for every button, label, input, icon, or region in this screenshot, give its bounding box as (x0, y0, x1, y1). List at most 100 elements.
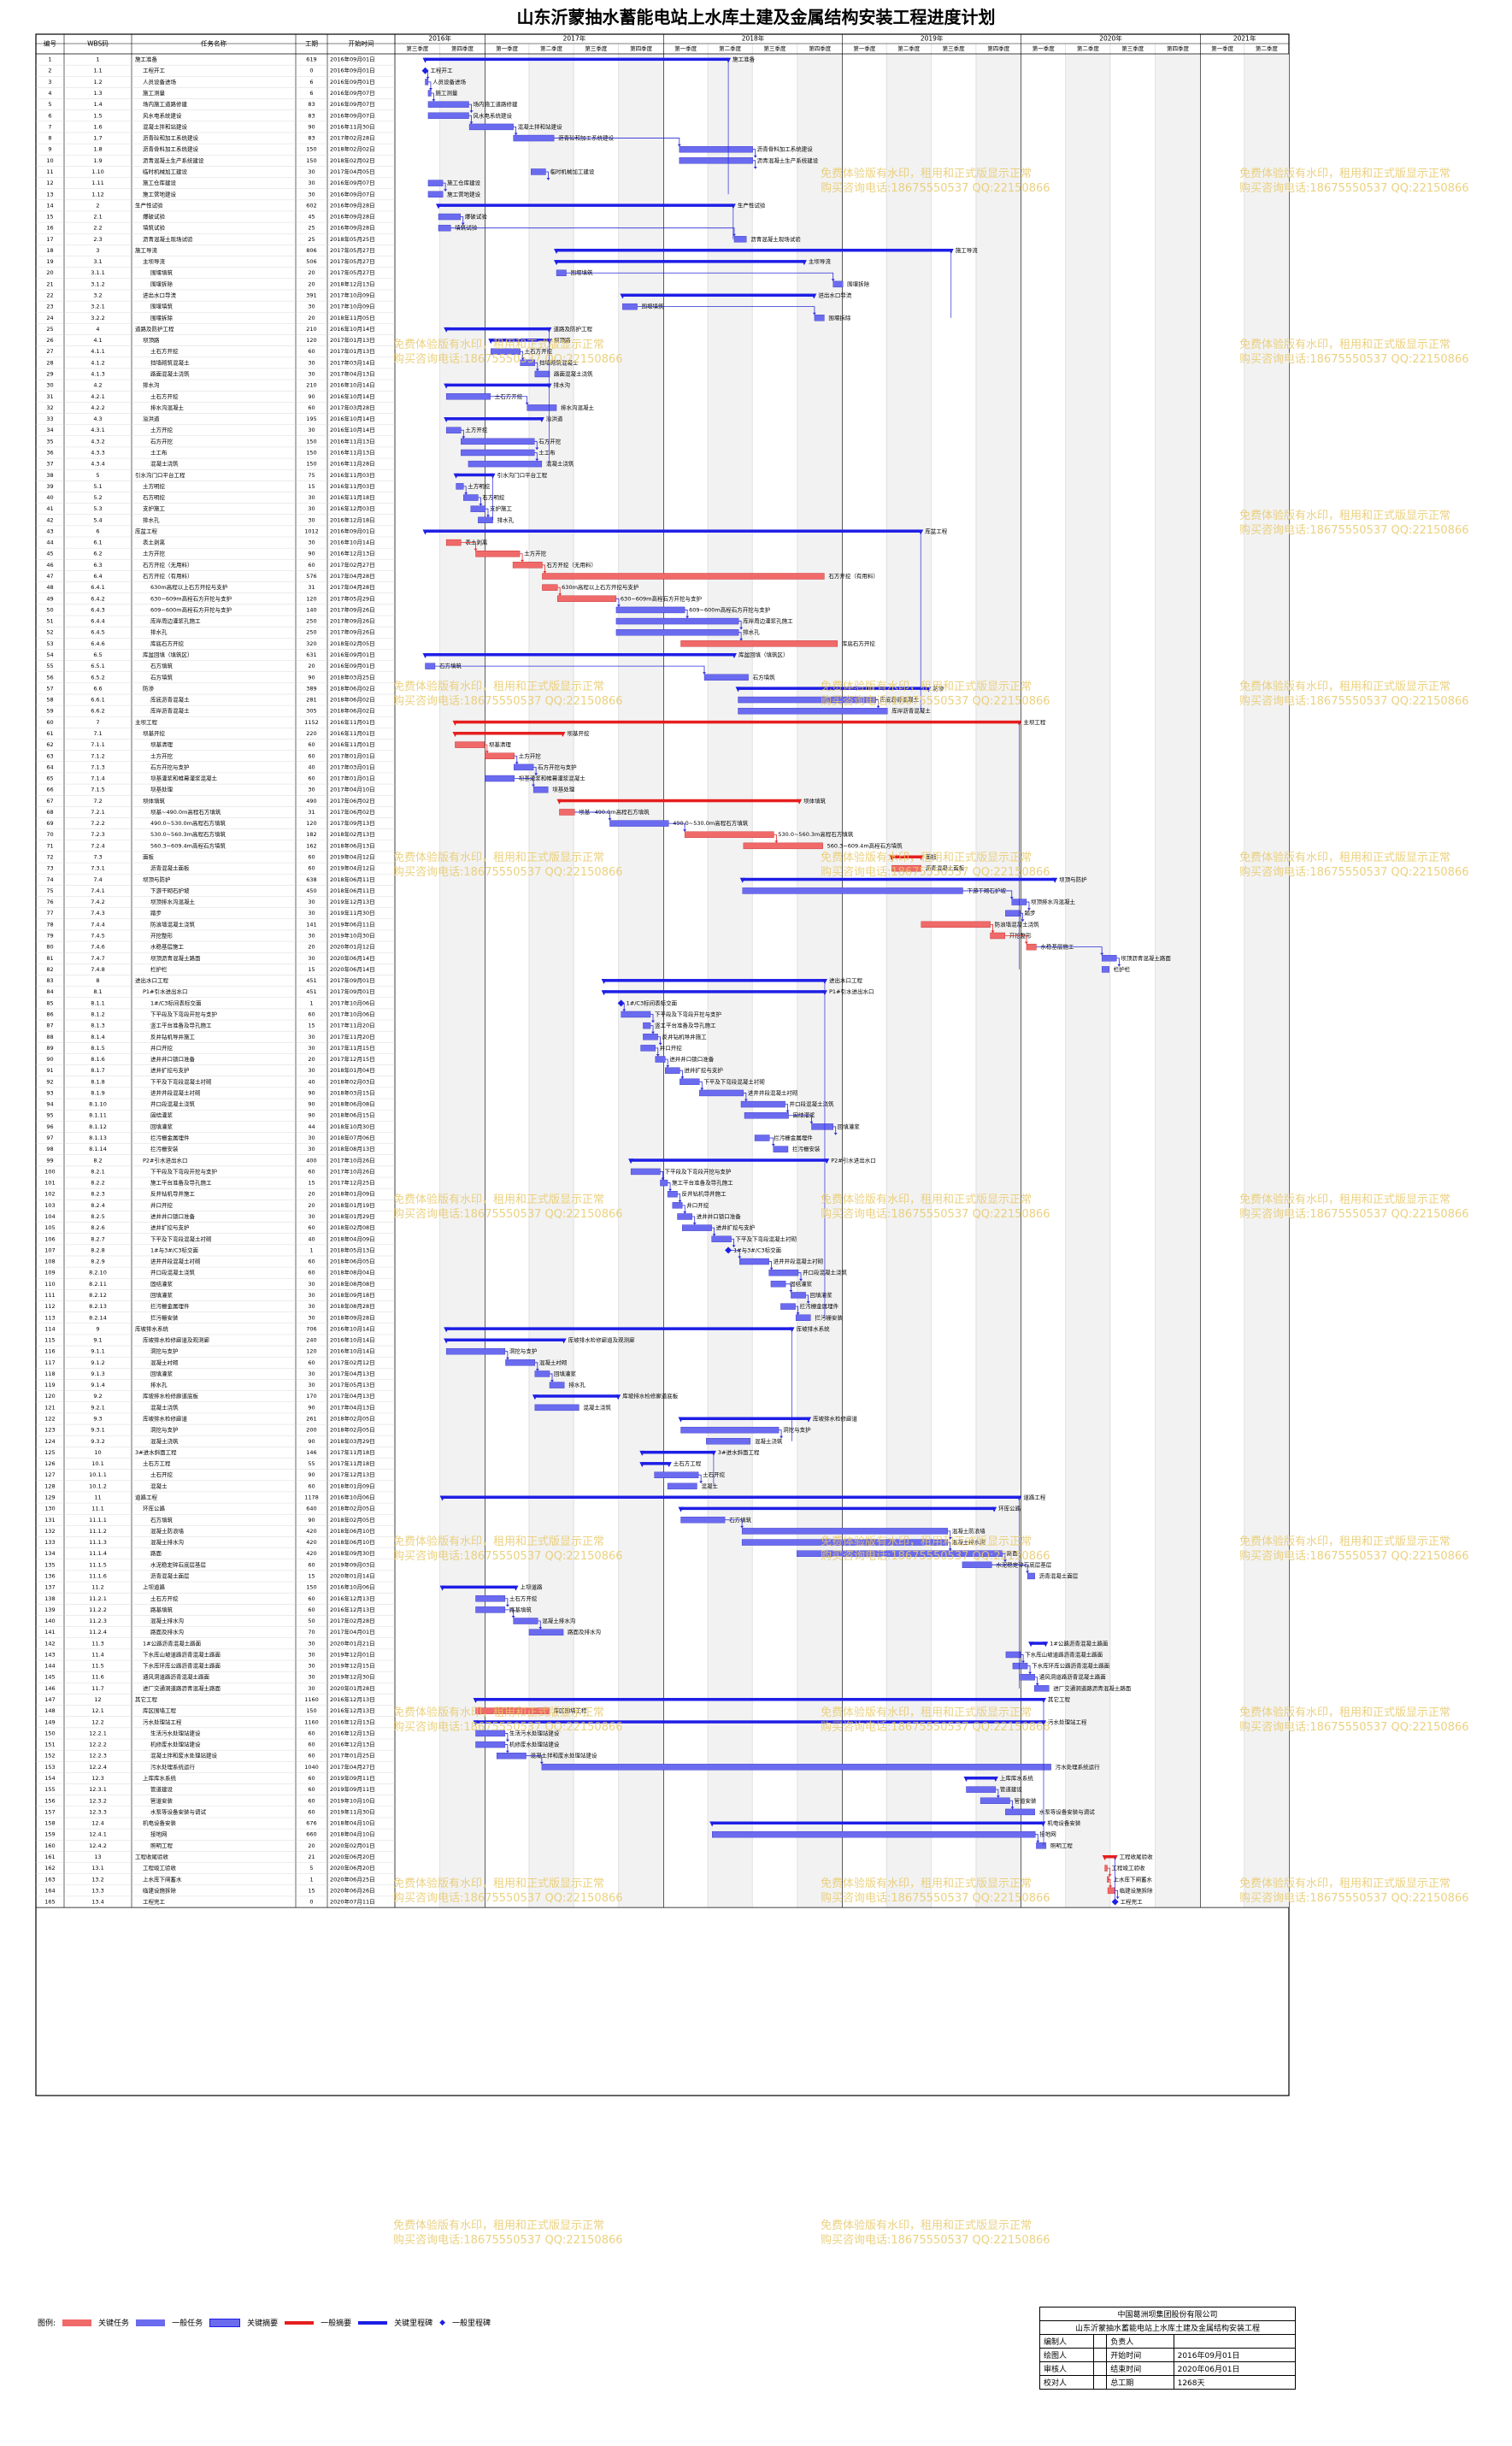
dependency-line (468, 103, 472, 113)
row-number: 31 (46, 393, 53, 400)
summary-cap (422, 652, 428, 658)
row-start: 2017年11月18日 (330, 1448, 375, 1456)
watermark: 免费体验版有水印，租用和正式版显示正常 购买咨询电话:18675550537 QQ… (821, 168, 1050, 195)
dependency-arrow (505, 1357, 509, 1360)
task-bar (832, 280, 844, 288)
row-start: 2016年09月07日 (330, 179, 375, 186)
row-wbs: 7.4.3 (91, 910, 105, 917)
dependency-arrow (661, 1177, 665, 1181)
row-duration: 30 (308, 1685, 315, 1692)
quarter-label: 第四季度 (987, 44, 1010, 52)
milestone-marker (617, 999, 625, 1007)
row-wbs: 11.2.4 (89, 1629, 107, 1636)
summary-cap (797, 799, 803, 805)
task-bar (470, 505, 486, 512)
row-number: 142 (44, 1640, 55, 1647)
row-wbs: 4.3.3 (91, 449, 105, 456)
dependency-arrow (444, 189, 448, 192)
row-duration: 55 (308, 1460, 315, 1467)
row-start: 2017年03月01日 (330, 763, 375, 770)
row-duration: 30 (308, 787, 315, 793)
dependency-line (677, 1194, 680, 1203)
dependency-line (463, 486, 467, 495)
row-duration: 1160 (304, 1718, 319, 1725)
row-duration: 451 (306, 977, 316, 984)
row-task-name: 坝体填筑 (143, 797, 166, 805)
row-wbs: 7.4.8 (91, 966, 105, 973)
watermark: 免费体验版有水印，租用和正式版显示正常 购买咨询电话:18675550537 QQ… (393, 1877, 623, 1905)
row-number: 70 (46, 831, 53, 838)
row-duration: 30 (308, 1292, 315, 1299)
task-bar (744, 1112, 789, 1119)
row-task-name: 库底沥青混凝土 (150, 696, 190, 704)
row-wbs: 12.4.2 (89, 1842, 107, 1849)
row-number: 151 (44, 1742, 55, 1748)
row-wbs: 8.2.4 (91, 1202, 105, 1209)
row-wbs: 4.1 (93, 337, 102, 344)
row-duration: 1152 (304, 719, 319, 726)
row-start: 2019年10月30日 (330, 931, 375, 939)
task-bar (456, 483, 464, 490)
row-task-name: 混凝土衬砌 (150, 1359, 179, 1366)
row-wbs: 8.1.5 (91, 1045, 105, 1052)
row-wbs: 8.2.5 (91, 1213, 105, 1220)
row-duration: 20 (308, 280, 315, 287)
row-number: 52 (46, 629, 53, 636)
row-duration: 90 (308, 1517, 315, 1524)
dependency-line (1002, 1553, 1006, 1562)
row-wbs: 9.3 (93, 1416, 102, 1423)
summary-bar (475, 1720, 1044, 1724)
row-wbs: 1.3 (93, 90, 102, 97)
row-task-name: 回填灌浆 (150, 1123, 174, 1130)
row-duration: 60 (308, 562, 315, 569)
task-bar (455, 741, 485, 748)
task-bar (665, 1067, 680, 1074)
row-start: 2017年01月01日 (330, 751, 375, 759)
dependency-line (769, 1137, 774, 1146)
row-wbs: 12.2 (91, 1718, 103, 1725)
row-wbs: 2.1 (93, 214, 102, 221)
watermark: 免费体验版有水印，租用和正式版显示正常 购买咨询电话:18675550537 QQ… (1239, 1194, 1469, 1221)
row-duration: 30 (308, 168, 315, 175)
row-wbs: 9.1 (93, 1337, 102, 1344)
row-number: 107 (44, 1247, 55, 1253)
bar-label: 490.0~530.0m高程石方填筑 (673, 819, 748, 827)
bar-label: 主坝导流 (809, 257, 832, 265)
dependency-arrow (479, 504, 483, 506)
task-bar (622, 303, 638, 310)
summary-bar (1104, 1854, 1115, 1859)
task-bar (679, 157, 753, 164)
row-task-name: 沥青砼和加工系统建设 (143, 134, 199, 142)
summary-bar (556, 248, 951, 252)
row-duration: 30 (308, 1640, 315, 1647)
row-wbs: 6.6.2 (91, 708, 105, 715)
bar-label: 混凝土 (701, 1482, 718, 1489)
row-number: 165 (44, 1899, 55, 1906)
bar-label: 临建设施拆除 (1120, 1886, 1154, 1894)
row-wbs: 11.1.5 (89, 1561, 107, 1568)
row-task-name: 1#与3#/C3标交面 (150, 1246, 199, 1253)
row-start: 2016年09月07日 (330, 89, 375, 97)
row-task-name: 进井扩挖与支护 (150, 1066, 190, 1074)
bar-label: 机修废水处理站建设 (509, 1741, 560, 1748)
row-duration: 30 (308, 370, 315, 377)
dependency-arrow (677, 144, 681, 147)
row-duration: 120 (306, 1348, 316, 1355)
dependency-arrow (469, 110, 474, 113)
task-bar (541, 1764, 1051, 1771)
row-start: 2018年04月10日 (330, 1819, 375, 1827)
bar-label: 进井扩挖与支护 (684, 1066, 723, 1074)
row-number: 89 (46, 1045, 53, 1052)
row-task-name: 进井井口锁口准备 (150, 1212, 196, 1220)
row-task-name: 沥青混凝土面层 (150, 1571, 190, 1579)
row-duration: 146 (306, 1449, 316, 1456)
summary-cap (926, 687, 932, 693)
legend-swatch-critical-summary (209, 2318, 241, 2327)
row-task-name: 土石方开挖 (150, 392, 179, 400)
bar-label: 回填灌浆 (554, 1370, 577, 1377)
row-duration: 631 (306, 651, 316, 658)
task-bar (534, 1370, 550, 1377)
row-wbs: 13.4 (91, 1899, 103, 1906)
row-start: 2017年04月28日 (330, 572, 375, 580)
row-task-name: 防浪墙混凝土浇筑 (150, 920, 196, 928)
